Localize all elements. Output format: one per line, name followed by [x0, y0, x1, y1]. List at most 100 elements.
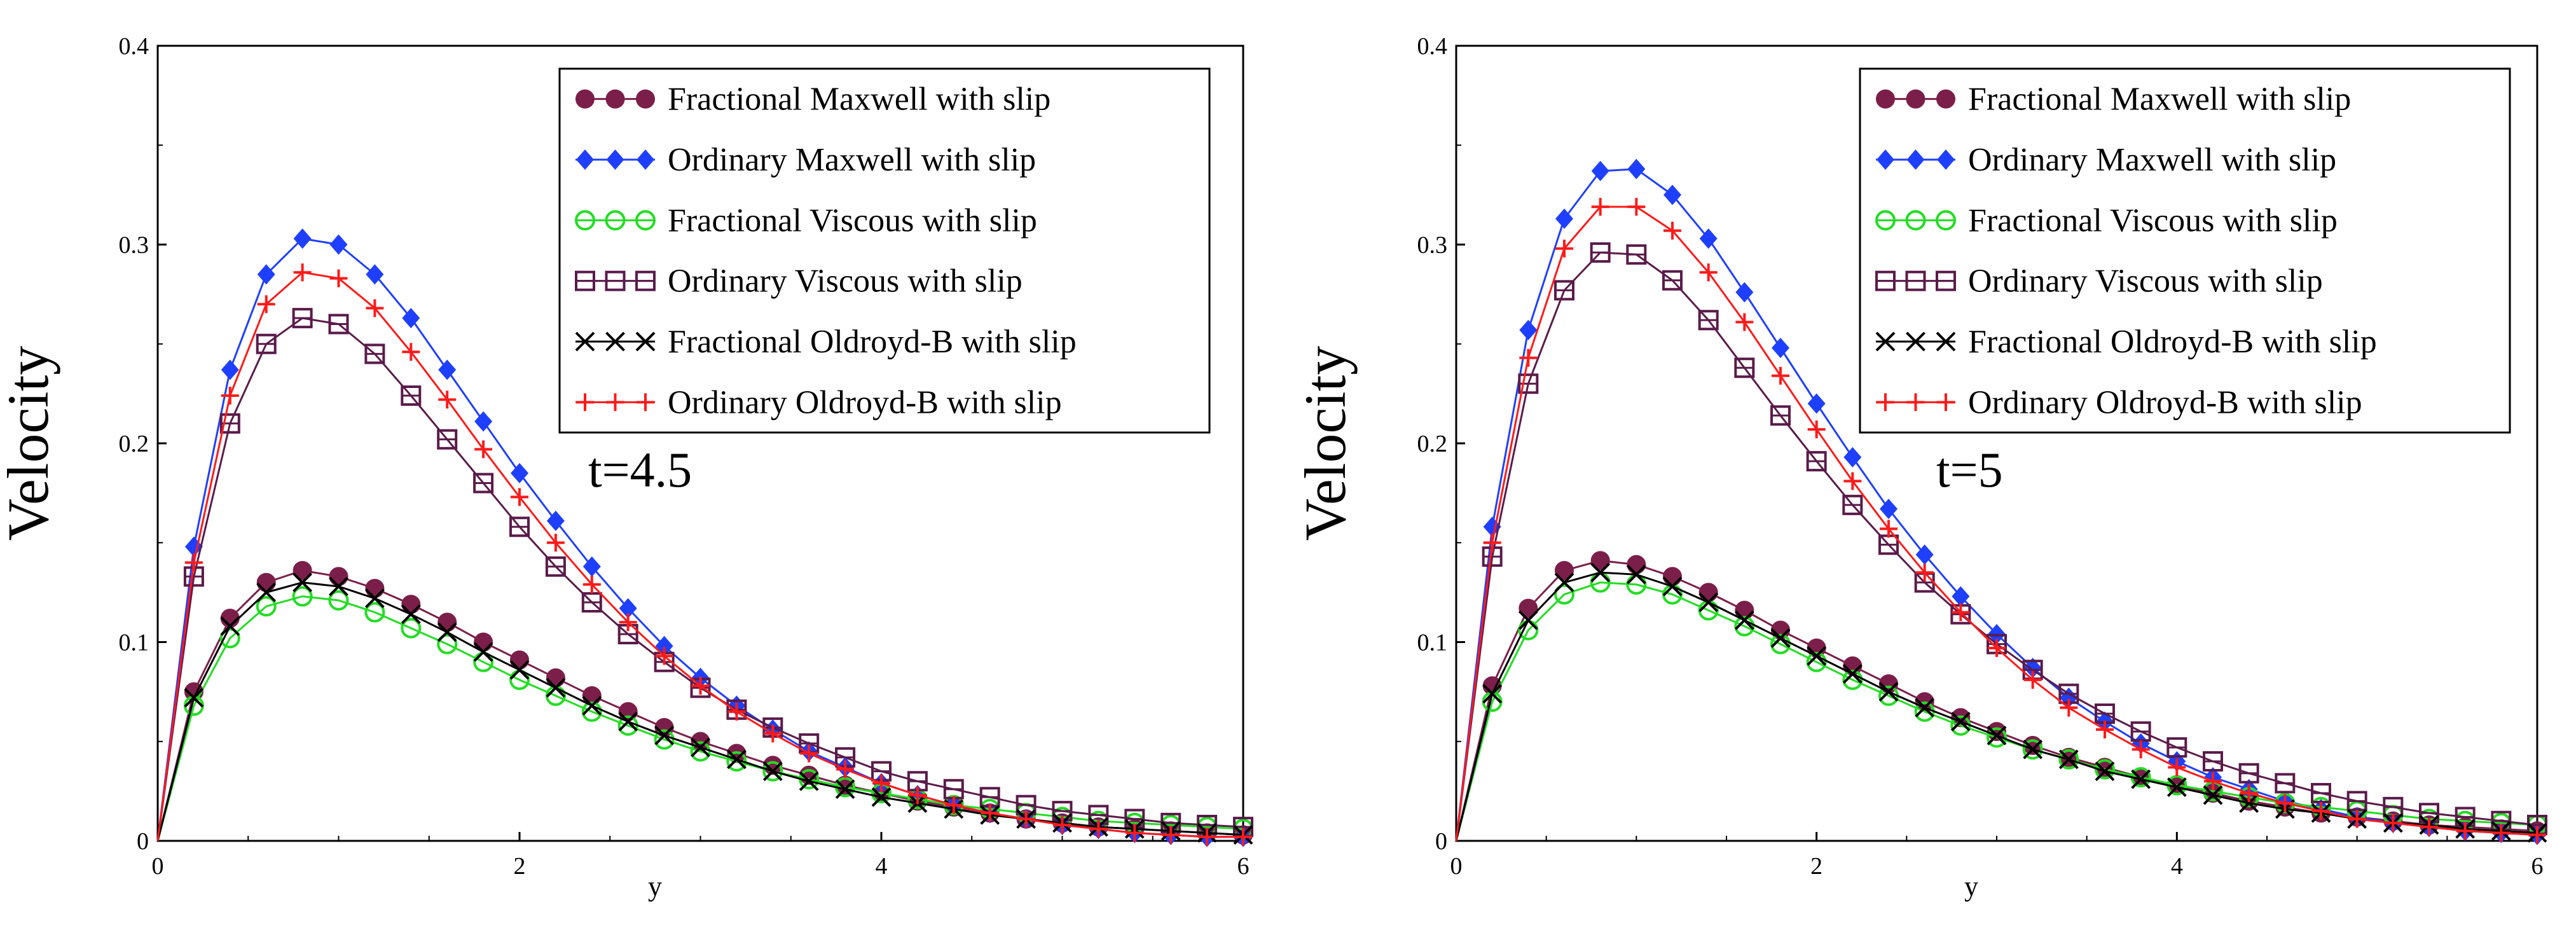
x-tick-label: 0	[1450, 853, 1463, 880]
data-point	[1807, 420, 1826, 439]
data-point	[437, 622, 457, 642]
data-point	[1591, 160, 1609, 181]
data-point	[2166, 737, 2187, 758]
data-point	[1590, 242, 1611, 263]
data-point	[2166, 777, 2187, 798]
data-point	[582, 556, 601, 577]
legend-item: Ordinary Oldroyd-B with slip	[575, 384, 1062, 420]
data-point	[473, 642, 493, 662]
series-fractional-viscous-with-slip	[1455, 572, 2547, 841]
legend-marker	[606, 149, 624, 170]
legend-label: Ordinary Viscous with slip	[1968, 263, 2323, 300]
legend-marker	[1876, 89, 1895, 109]
legend-marker	[1937, 149, 1955, 170]
data-point	[1519, 599, 1538, 618]
data-point	[800, 744, 818, 763]
data-point	[619, 613, 637, 632]
legend-item: Fractional Viscous with slip	[1875, 202, 2338, 239]
data-point	[2311, 783, 2331, 803]
legend-marker	[1877, 149, 1894, 170]
data-point	[402, 308, 420, 329]
data-point	[1699, 263, 1718, 282]
data-point	[401, 604, 421, 625]
data-point	[1772, 366, 1789, 385]
data-point	[473, 473, 494, 494]
legend-item: Ordinary Maxwell with slip	[1876, 142, 2336, 178]
y-tick-label: 0.1	[1417, 630, 1448, 656]
data-point	[1806, 651, 1827, 672]
data-point	[545, 556, 566, 577]
data-point	[762, 761, 783, 782]
data-point	[1662, 270, 1683, 291]
data-point	[1017, 810, 1035, 828]
data-point	[2203, 751, 2223, 772]
legend-item: Ordinary Maxwell with slip	[575, 142, 1036, 178]
data-point	[2240, 784, 2258, 802]
data-point	[2204, 772, 2222, 791]
data-point	[2132, 740, 2150, 759]
x-axis-label: y	[1964, 871, 1978, 902]
data-point	[2420, 818, 2438, 836]
data-point	[619, 598, 637, 619]
data-point	[366, 264, 384, 285]
data-point	[2023, 670, 2042, 689]
data-point	[1843, 447, 1862, 467]
data-point	[1627, 555, 1646, 574]
legend-marker	[1936, 331, 1956, 352]
data-point	[655, 647, 673, 665]
data-point	[1198, 828, 1216, 846]
y-axis-label: Velocity	[1293, 346, 1358, 541]
time-annotation: t=5	[1936, 442, 2003, 497]
y-tick-label: 0	[137, 828, 149, 855]
data-point	[1519, 319, 1538, 340]
data-point	[1555, 561, 1574, 580]
data-point	[366, 299, 384, 317]
legend-marker	[606, 393, 624, 412]
series-line	[156, 595, 1244, 841]
legend-item: Fractional Viscous with slip	[575, 202, 1037, 239]
series-line	[1455, 559, 2538, 841]
y-axis-label: Velocity	[0, 346, 60, 541]
data-point	[764, 724, 782, 743]
legend-marker	[1875, 210, 1896, 231]
y-tick-label: 0	[1435, 828, 1447, 855]
data-point	[1734, 616, 1755, 637]
legend-marker	[1906, 89, 1925, 109]
series-ordinary-oldroyd-b-with-slip	[1455, 198, 2546, 844]
data-point	[1626, 564, 1646, 585]
data-point	[1842, 494, 1863, 515]
data-point	[2456, 822, 2474, 840]
data-point	[438, 359, 457, 380]
data-point	[1627, 198, 1646, 216]
data-point	[1880, 499, 1898, 520]
data-point	[511, 488, 528, 506]
legend-marker	[637, 393, 654, 412]
legend-marker	[575, 331, 595, 352]
data-point	[438, 391, 457, 409]
legend-marker	[1875, 331, 1896, 352]
data-point	[1663, 221, 1681, 240]
data-point	[364, 343, 385, 364]
x-tick-label: 2	[514, 853, 526, 880]
legend-marker	[1906, 149, 1925, 170]
legend-item: Ordinary Oldroyd-B with slip	[1876, 384, 2362, 420]
data-point	[618, 712, 638, 731]
data-point	[256, 596, 277, 617]
data-point	[1518, 610, 1538, 630]
x-tick-label: 4	[2171, 853, 2183, 880]
data-point	[1735, 282, 1754, 303]
data-point	[364, 588, 385, 609]
data-point	[328, 590, 349, 611]
data-point	[762, 761, 783, 782]
series-fractional-viscous-with-slip	[156, 586, 1253, 841]
legend-marker	[575, 210, 595, 231]
data-point	[1842, 669, 1863, 690]
legend: Fractional Maxwell with slip Ordinary Max…	[558, 67, 1211, 434]
data-point	[292, 586, 313, 607]
legend-marker	[637, 149, 654, 170]
legend-marker	[1906, 393, 1925, 412]
data-point	[220, 616, 240, 636]
data-point	[401, 385, 422, 406]
data-point	[511, 462, 528, 483]
legend-marker	[636, 89, 655, 109]
